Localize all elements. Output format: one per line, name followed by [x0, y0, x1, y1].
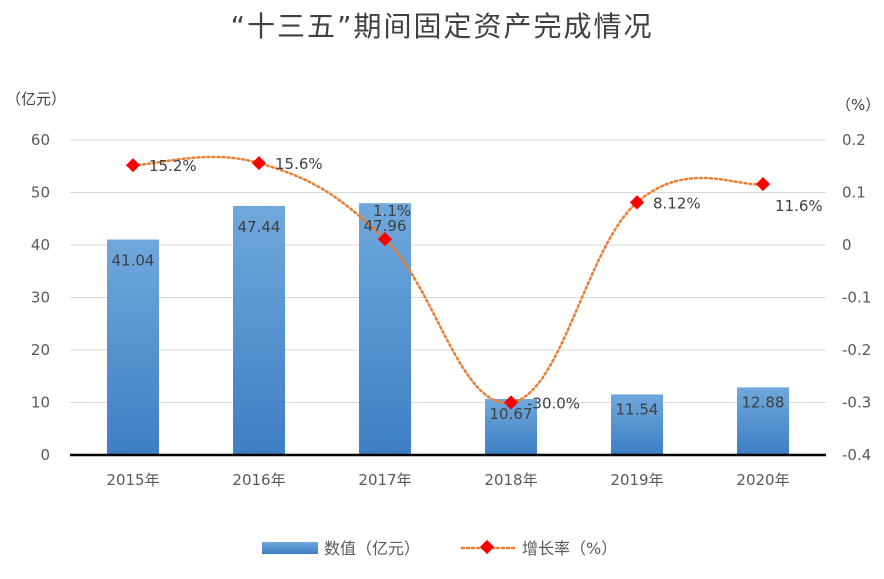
bar — [233, 205, 285, 455]
x-axis-ticks: 2015年 2016年 2017年 2018年 2019年 2020年 — [106, 471, 789, 489]
bar — [737, 387, 789, 455]
legend-label-bar: 数值（亿元） — [324, 539, 420, 558]
bar-value-label: 11.54 — [616, 400, 659, 418]
bar — [107, 239, 159, 455]
y-right-tick-label: 0.2 — [842, 131, 866, 149]
bar-value-label: 47.96 — [364, 217, 407, 235]
y-left-tick-label: 10 — [31, 394, 50, 412]
bar-data-labels: 41.04 47.44 47.96 10.67 11.54 12.88 — [112, 217, 785, 423]
legend-swatch-marker — [479, 539, 495, 555]
x-tick-label: 2019年 — [610, 471, 663, 489]
gridlines — [70, 139, 826, 403]
bar-series — [107, 203, 789, 455]
line-marker — [755, 177, 771, 192]
line-marker — [377, 232, 393, 247]
bar-value-label: 10.67 — [490, 405, 533, 423]
bar-value-label: 41.04 — [112, 252, 155, 270]
x-tick-label: 2020年 — [736, 471, 789, 489]
line-marker — [251, 156, 267, 171]
y-left-tick-label: 20 — [31, 341, 50, 359]
y-right-tick-label: -0.2 — [842, 341, 871, 359]
y-left-tick-label: 50 — [31, 184, 50, 202]
x-tick-label: 2015年 — [106, 471, 159, 489]
y-right-tick-label: -0.4 — [842, 446, 871, 464]
line-value-label: 1.1% — [373, 202, 411, 220]
bar-value-label: 47.44 — [238, 218, 281, 236]
y-left-tick-label: 0 — [40, 446, 50, 464]
line-value-label: 11.6% — [775, 197, 823, 215]
y-right-tick-label: 0 — [842, 236, 852, 254]
legend-swatch-bar — [262, 542, 318, 554]
line-data-labels: 15.2% 15.6% 1.1% -30.0% 8.12% 11.6% — [149, 155, 823, 412]
legend-label-line: 增长率（%） — [522, 539, 617, 558]
line-marker — [125, 158, 141, 173]
line-value-label: 15.6% — [275, 155, 323, 173]
y-left-tick-label: 60 — [31, 131, 50, 149]
y-right-tick-label: -0.3 — [842, 394, 871, 412]
y-left-tick-label: 30 — [31, 289, 50, 307]
x-tick-label: 2018年 — [484, 471, 537, 489]
y-axis-right-label: （%） — [836, 96, 880, 114]
y-right-tick-label: -0.1 — [842, 289, 871, 307]
y-axis-left-ticks: 0 10 20 30 40 50 60 — [31, 131, 50, 464]
y-axis-left-label: （亿元） — [6, 90, 66, 108]
line-marker — [629, 195, 645, 210]
y-left-tick-label: 40 — [31, 236, 50, 254]
y-right-tick-label: 0.1 — [842, 184, 866, 202]
line-value-label: 8.12% — [653, 194, 701, 212]
line-value-label: -30.0% — [527, 395, 580, 413]
bar — [611, 394, 663, 455]
line-marker — [503, 395, 519, 410]
line-value-label: 15.2% — [149, 157, 197, 175]
bar-value-label: 12.88 — [742, 393, 785, 411]
legend: 数值（亿元） 增长率（%） — [262, 539, 617, 558]
x-tick-label: 2017年 — [358, 471, 411, 489]
y-axis-right-ticks: -0.4 -0.3 -0.2 -0.1 0 0.1 0.2 — [842, 131, 871, 464]
x-tick-label: 2016年 — [232, 471, 285, 489]
chart-title: “十三五”期间固定资产完成情况 — [230, 10, 653, 43]
